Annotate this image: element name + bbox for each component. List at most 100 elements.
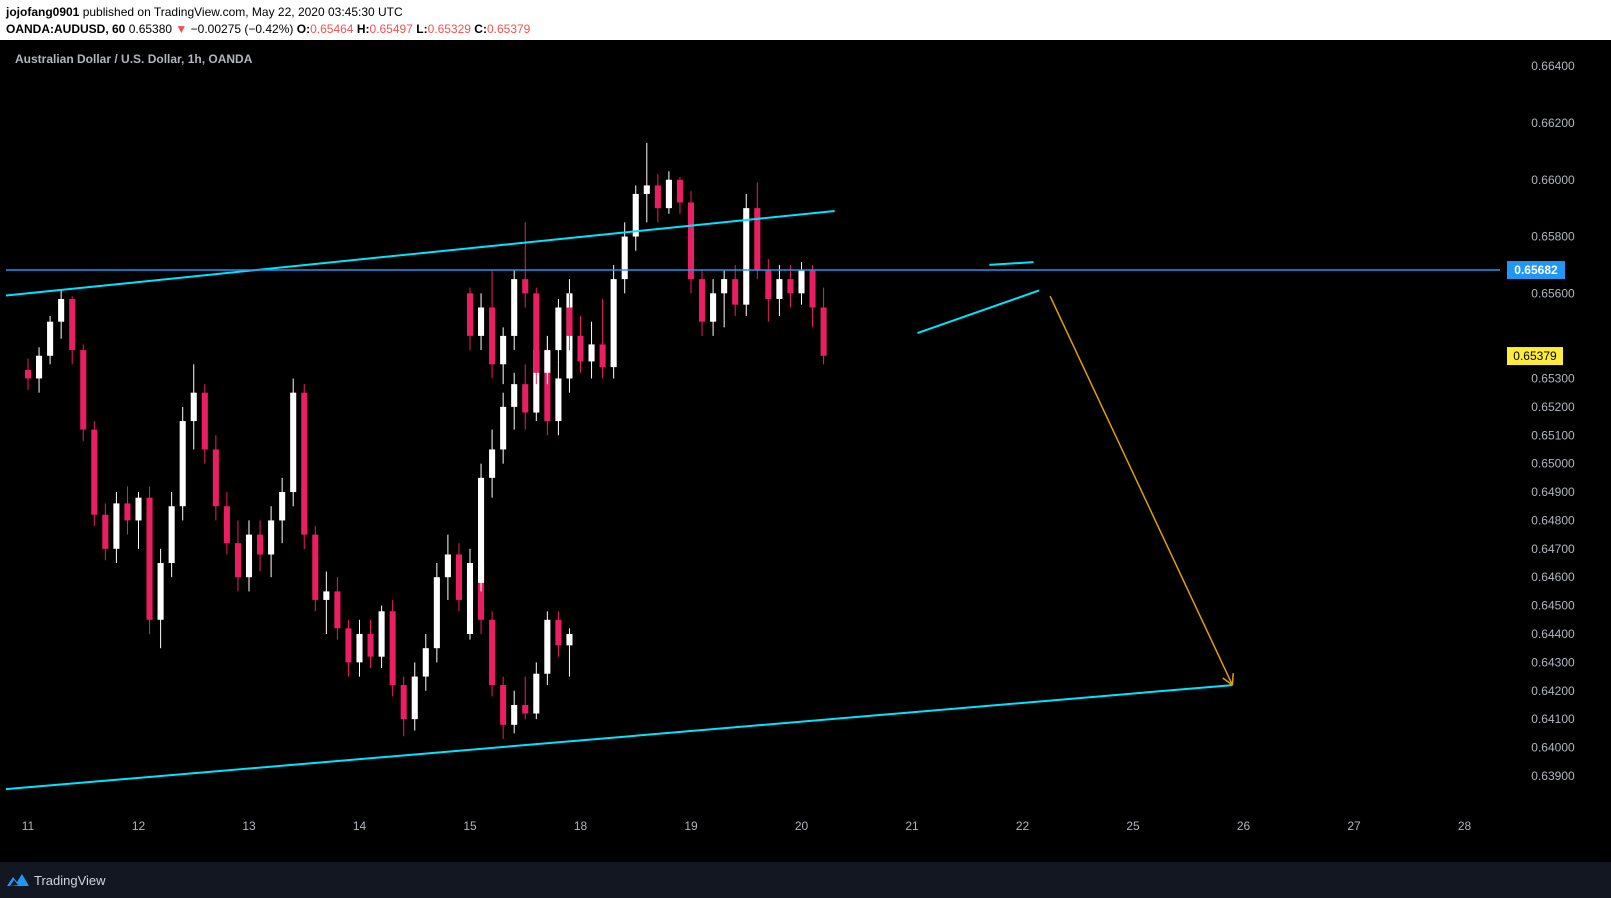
candle-body <box>544 350 551 422</box>
candle <box>489 611 496 697</box>
tradingview-logo-icon[interactable] <box>7 872 29 893</box>
candle <box>621 222 628 294</box>
candle-body <box>500 685 507 725</box>
author-name[interactable]: jojofang0901 <box>6 5 80 19</box>
candle <box>555 364 562 436</box>
candle-body <box>533 293 540 373</box>
candle-body <box>754 208 761 271</box>
candle-body <box>621 236 628 280</box>
close-value: 0.65379 <box>486 22 531 36</box>
tradingview-brand[interactable]: TradingView <box>34 873 106 888</box>
candle <box>665 171 672 214</box>
chart-title: Australian Dollar / U.S. Dollar, 1h, OAN… <box>15 52 253 66</box>
candle <box>257 520 264 572</box>
candle <box>809 264 816 328</box>
candle <box>765 259 772 322</box>
time-axis[interactable]: 11 12 13 14 15 18 19 20 21 22 25 26 27 28 <box>22 819 1472 833</box>
candle-body <box>665 179 672 209</box>
candle <box>544 611 551 686</box>
wedge-lower-line[interactable] <box>917 289 1040 334</box>
level-price-badge: 0.65682 <box>1507 261 1565 280</box>
candle-body <box>776 279 783 299</box>
candle-body <box>555 378 562 422</box>
candle <box>555 611 562 657</box>
candle-body <box>367 633 374 657</box>
time-tick-label: 26 <box>1237 819 1251 833</box>
candle-body <box>36 355 43 379</box>
time-tick-label: 15 <box>463 819 477 833</box>
candle-body <box>47 321 54 356</box>
drawings-layer <box>5 209 1500 791</box>
last-price-badge: 0.65379 <box>1507 347 1563 366</box>
candle-body <box>113 503 120 549</box>
candle <box>687 191 695 294</box>
time-tick-label: 11 <box>22 819 35 833</box>
candle-body <box>290 392 297 493</box>
candle-body <box>787 279 794 294</box>
candle-body <box>566 633 573 646</box>
candle-body <box>24 369 32 379</box>
candle <box>367 619 374 669</box>
candle <box>80 344 87 441</box>
candle-body <box>522 704 529 714</box>
candle <box>223 492 230 555</box>
candle-body <box>245 534 253 578</box>
candle-body <box>334 591 341 629</box>
candle-body <box>765 270 772 299</box>
candle <box>301 384 308 549</box>
candle <box>500 392 507 464</box>
candle <box>356 619 363 677</box>
price-axis[interactable]: 0.66400 0.66200 0.66000 0.65800 0.65600 0.653… <box>1507 59 1575 783</box>
candle-body <box>555 619 562 646</box>
candle-body <box>654 185 661 209</box>
candle <box>610 264 617 379</box>
candle-body <box>478 307 485 336</box>
candle-body <box>146 497 153 620</box>
candle-body <box>721 279 728 294</box>
price-tick-label: 0.65600 <box>1531 286 1575 300</box>
candle-body <box>699 279 706 322</box>
price-chart[interactable]: Australian Dollar / U.S. Dollar, 1h, OAN… <box>0 40 1611 862</box>
candle <box>500 327 507 385</box>
candle <box>776 264 783 317</box>
candle-body <box>345 628 352 663</box>
candle-body <box>168 506 175 564</box>
candle-body <box>433 577 440 649</box>
candle <box>444 534 451 600</box>
candle <box>544 335 551 385</box>
footer-bar: TradingView <box>0 862 1611 898</box>
candle-body <box>455 554 462 600</box>
candle <box>489 270 496 379</box>
candle <box>400 676 407 737</box>
candle <box>245 520 253 592</box>
open-label: O: <box>296 22 311 36</box>
candle-body <box>279 492 286 521</box>
candle-body <box>710 293 717 322</box>
channel-lower-line[interactable] <box>5 684 1233 791</box>
chart-area[interactable]: Australian Dollar / U.S. Dollar, 1h, OAN… <box>0 40 1611 862</box>
candle <box>157 548 164 649</box>
low-value: 0.65329 <box>427 22 471 36</box>
candle-body <box>69 298 76 351</box>
candle <box>699 270 706 336</box>
candle-body <box>201 392 208 450</box>
candle <box>58 290 65 339</box>
candle <box>24 358 32 390</box>
projection-arrow[interactable] <box>1049 295 1234 686</box>
price-tick-label: 0.64000 <box>1531 741 1575 755</box>
candle <box>588 321 595 379</box>
time-tick-label: 18 <box>574 819 588 833</box>
candle-body <box>179 421 186 507</box>
candle-body <box>732 279 739 305</box>
wedge-upper-line[interactable] <box>989 261 1034 266</box>
channel-upper-line[interactable] <box>5 209 835 297</box>
candle <box>433 563 440 663</box>
candle <box>389 599 396 697</box>
candle-body <box>478 477 485 583</box>
candle <box>555 298 562 365</box>
candle-body <box>522 279 529 294</box>
symbol-label: OANDA:AUDUSD, 60 <box>6 22 126 36</box>
candles-layer <box>24 142 827 740</box>
candle <box>290 378 297 507</box>
candle-body <box>489 449 496 478</box>
